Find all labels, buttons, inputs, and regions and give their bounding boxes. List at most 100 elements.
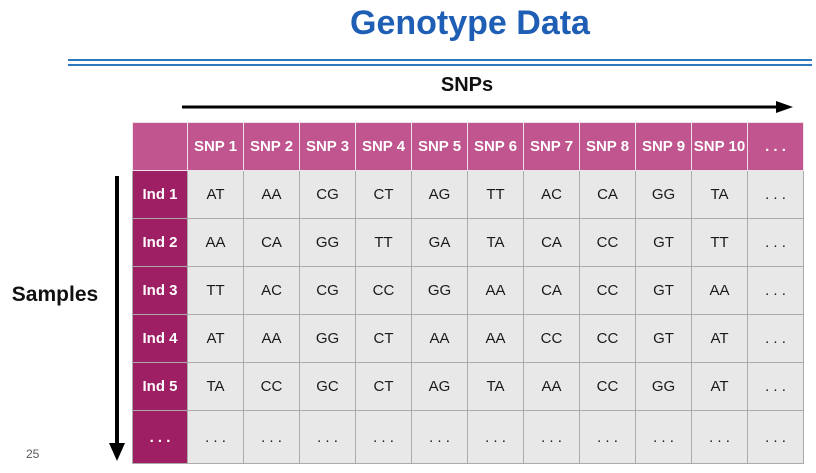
genotype-cell: GG (635, 170, 692, 219)
table-row: Ind 5 TA CC GC CT AG TA AA CC GG AT. . . (132, 362, 804, 411)
genotype-cell: . . . (411, 410, 468, 464)
table-row: Ind 4 AT AA GG CT AA AA CC CC GT AT. . . (132, 314, 804, 363)
genotype-cell: AA (243, 170, 300, 219)
genotype-cell: CT (355, 314, 412, 363)
genotype-cell: GG (635, 362, 692, 411)
column-header: SNP 5 (411, 122, 468, 171)
genotype-cell: CA (243, 218, 300, 267)
genotype-cell: GC (299, 362, 356, 411)
row-header: Ind 3 (132, 266, 188, 315)
genotype-cell: CA (523, 266, 580, 315)
row-header: . . . (132, 410, 188, 464)
genotype-cell: GA (411, 218, 468, 267)
row-header: Ind 1 (132, 170, 188, 219)
genotype-cell: . . . (691, 410, 748, 464)
genotype-cell: CA (523, 218, 580, 267)
genotype-cell: . . . (747, 314, 804, 363)
genotype-cell: AT (187, 170, 244, 219)
genotype-cell: . . . (747, 170, 804, 219)
snps-axis-label: SNPs (440, 74, 494, 96)
genotype-cell: AA (187, 218, 244, 267)
table-row: Ind 1 AT AA CG CT AG TT AC CA GG TA. . . (132, 170, 804, 219)
genotype-cell: . . . (747, 410, 804, 464)
column-header: SNP 1 (187, 122, 244, 171)
genotype-cell: . . . (243, 410, 300, 464)
genotype-cell: CC (579, 266, 636, 315)
column-header: SNP 6 (467, 122, 524, 171)
column-header: SNP 10 (691, 122, 748, 171)
page-title: Genotype Data (350, 4, 590, 42)
column-header: SNP 4 (355, 122, 412, 171)
genotype-cell: CC (243, 362, 300, 411)
genotype-cell: AG (411, 170, 468, 219)
genotype-cell: GT (635, 218, 692, 267)
genotype-cell: AT (187, 314, 244, 363)
genotype-cell: . . . (523, 410, 580, 464)
genotype-cell: AA (411, 314, 468, 363)
genotype-cell: TA (467, 218, 524, 267)
genotype-cell: CG (299, 266, 356, 315)
genotype-cell: CA (579, 170, 636, 219)
row-header: Ind 5 (132, 362, 188, 411)
genotype-table: SNP 1 SNP 2 SNP 3 SNP 4 SNP 5 SNP 6 SNP 7 SNP 8… (132, 122, 804, 464)
genotype-cell: CC (355, 266, 412, 315)
table-header: SNP 1 SNP 2 SNP 3 SNP 4 SNP 5 SNP 6 SNP 7 SNP 8… (132, 122, 804, 171)
table-row: . . .. . .. . .. . .. . .. . .. . .. . .… (132, 410, 804, 464)
genotype-cell: CG (299, 170, 356, 219)
genotype-cell: AC (243, 266, 300, 315)
genotype-cell: . . . (747, 362, 804, 411)
genotype-cell: CC (579, 314, 636, 363)
genotype-cell: AC (523, 170, 580, 219)
genotype-cell: . . . (747, 218, 804, 267)
genotype-cell: . . . (299, 410, 356, 464)
column-header: SNP 2 (243, 122, 300, 171)
genotype-cell: AA (467, 266, 524, 315)
genotype-cell: . . . (187, 410, 244, 464)
genotype-cell: . . . (467, 410, 524, 464)
genotype-cell: TT (467, 170, 524, 219)
genotype-cell: . . . (747, 266, 804, 315)
column-header: . . . (747, 122, 804, 171)
genotype-cell: AA (691, 266, 748, 315)
genotype-cell: . . . (355, 410, 412, 464)
genotype-cell: GT (635, 266, 692, 315)
right-arrow-icon (182, 101, 793, 113)
genotype-cell: AT (691, 362, 748, 411)
table-corner-cell (132, 122, 188, 171)
table-row: Ind 3 TT AC CG CC GG AA CA CC GT AA. . . (132, 266, 804, 315)
genotype-cell: AA (243, 314, 300, 363)
genotype-cell: AA (523, 362, 580, 411)
genotype-cell: GT (635, 314, 692, 363)
table-body: Ind 1 AT AA CG CT AG TT AC CA GG TA. . . Ind 2 AA CA G… (132, 170, 804, 464)
genotype-cell: . . . (579, 410, 636, 464)
genotype-cell: CC (579, 362, 636, 411)
genotype-cell: TA (467, 362, 524, 411)
samples-axis-label: Samples (11, 283, 99, 306)
row-header: Ind 2 (132, 218, 188, 267)
genotype-cell: TA (187, 362, 244, 411)
down-arrow-icon (109, 176, 125, 461)
table-row: Ind 2 AA CA GG TT GA TA CA CC GT TT. . . (132, 218, 804, 267)
genotype-cell: AT (691, 314, 748, 363)
genotype-cell: CT (355, 362, 412, 411)
genotype-cell: TT (355, 218, 412, 267)
row-header: Ind 4 (132, 314, 188, 363)
genotype-cell: . . . (635, 410, 692, 464)
genotype-cell: TA (691, 170, 748, 219)
genotype-cell: GG (299, 218, 356, 267)
genotype-cell: CC (523, 314, 580, 363)
genotype-cell: GG (411, 266, 468, 315)
genotype-cell: AG (411, 362, 468, 411)
header-row: SNP 1 SNP 2 SNP 3 SNP 4 SNP 5 SNP 6 SNP 7 SNP 8… (132, 122, 804, 171)
genotype-cell: TT (187, 266, 244, 315)
genotype-cell: CT (355, 170, 412, 219)
column-header: SNP 7 (523, 122, 580, 171)
genotype-cell: TT (691, 218, 748, 267)
column-header: SNP 8 (579, 122, 636, 171)
genotype-cell: GG (299, 314, 356, 363)
column-header: SNP 3 (299, 122, 356, 171)
title-divider (68, 59, 812, 66)
genotype-cell: CC (579, 218, 636, 267)
page-number: 25 (26, 447, 40, 461)
